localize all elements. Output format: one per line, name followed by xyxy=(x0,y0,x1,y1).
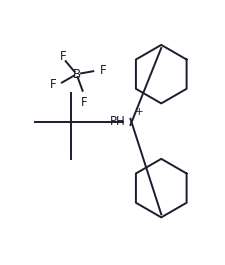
Text: B: B xyxy=(72,68,80,81)
Text: PH: PH xyxy=(110,115,125,128)
Text: F: F xyxy=(100,64,106,77)
Text: +: + xyxy=(135,107,143,117)
Text: F: F xyxy=(80,96,87,109)
Text: F: F xyxy=(59,50,66,63)
Text: F: F xyxy=(50,78,56,91)
